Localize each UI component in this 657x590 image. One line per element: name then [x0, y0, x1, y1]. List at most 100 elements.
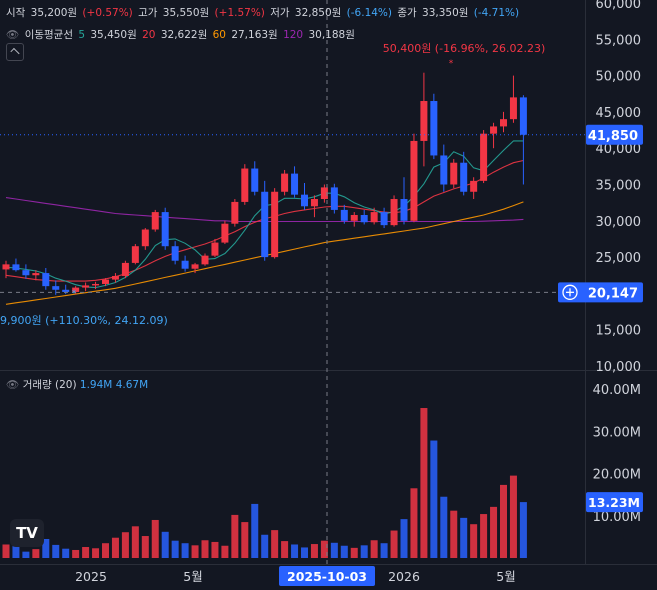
volume-bar: [211, 541, 219, 558]
price-tick-label: 55,000: [596, 33, 642, 48]
candle-body: [151, 212, 159, 230]
ma120-period: 120: [283, 29, 304, 41]
candle-body: [460, 162, 468, 192]
candle-body: [519, 97, 527, 135]
ma-legend[interactable]: 👁︎ 이동평균선 5 35,450원 20 32,622원 60 27,163원…: [6, 27, 357, 42]
open-change: (+0.57%): [82, 7, 133, 19]
low-annotation: 9,900원 (+110.30%, 24.12.09): [0, 314, 168, 327]
current-price-label: 41,850: [588, 129, 638, 144]
overlay: 50,400원 (-16.96%, 26.02.23) * * 9,900원 (+11…: [0, 0, 585, 564]
volume-bar: [301, 547, 308, 558]
candle-body: [320, 187, 328, 200]
current-volume-label: 13.23M: [588, 495, 640, 510]
candle-body: [430, 101, 438, 156]
collapse-legend-button[interactable]: [6, 43, 24, 61]
candle-body: [310, 199, 318, 207]
volume-bar: [340, 545, 348, 558]
open-value: 35,200원: [30, 7, 78, 19]
volume-bar: [271, 530, 279, 558]
volume-legend[interactable]: 👁︎ 거래량 (20) 1.94M 4.67M: [6, 377, 148, 392]
close-change: (-4.71%): [473, 7, 520, 19]
candle-body: [2, 264, 10, 270]
volume-bar: [350, 547, 358, 558]
eye-off-icon[interactable]: 👁︎: [6, 379, 20, 391]
ma20-value: 32,622원: [160, 29, 208, 41]
close-value: 33,350원: [422, 7, 469, 19]
volume-bar: [310, 544, 318, 558]
candle-body: [370, 212, 378, 223]
axes: 60,000 55,000 50,000 45,000 40,000 35,000 30,0…: [75, 0, 643, 586]
candle-body: [500, 119, 507, 127]
candle-body: [181, 260, 189, 269]
candle-body: [509, 97, 517, 120]
open-label: 시작: [6, 7, 26, 19]
candle-body: [72, 287, 80, 292]
volume-bar: [380, 543, 388, 558]
current-volume-box: [586, 492, 643, 513]
crosshair-price-box: [558, 282, 643, 303]
candle-body: [490, 126, 498, 134]
candle-body: [470, 180, 478, 192]
high-change: (+1.57%): [214, 7, 265, 19]
candle-body: [410, 140, 418, 221]
ohlc-legend: 시작 35,200원 (+0.57%) 고가 35,550원 (+1.57%) …: [6, 5, 521, 20]
candle-body: [301, 194, 308, 207]
candle-body: [231, 201, 239, 224]
candle-body: [271, 191, 279, 258]
volume-bar: [251, 503, 259, 558]
candle-body: [12, 264, 20, 271]
volume-bar: [509, 475, 517, 558]
volume-bar: [12, 546, 20, 558]
eye-off-icon[interactable]: 👁︎: [6, 29, 20, 41]
volume-bar: [519, 502, 527, 558]
ma-title: 이동평균선: [24, 29, 73, 41]
ma60-period: 60: [212, 29, 226, 41]
volume-title: 거래량 (20): [22, 379, 77, 391]
volume-bar: [52, 544, 60, 558]
candle-body: [440, 155, 448, 185]
candle-body: [171, 246, 179, 261]
candle-body: [52, 286, 60, 290]
candle-body: [420, 101, 428, 141]
high-annotation: 50,400원 (-16.96%, 26.02.23): [383, 42, 546, 55]
volume-bar: [440, 496, 448, 558]
volume-bar: [191, 545, 199, 558]
high-marker: *: [449, 59, 454, 69]
volume-bar: [151, 519, 159, 558]
high-value: 35,550원: [162, 7, 210, 19]
volume-bar: [62, 548, 70, 558]
volume-bar: [410, 488, 418, 558]
volume-bar: [141, 536, 149, 558]
time-tick-label: 2025: [75, 569, 107, 584]
crosshair-time-box: [279, 566, 375, 586]
ma5-value: 35,450원: [90, 29, 137, 41]
candle-body: [121, 262, 129, 276]
volume-bar: [121, 532, 129, 558]
volume-bar: [460, 517, 468, 558]
price-tick-label: 25,000: [596, 251, 642, 266]
volume-bar: [400, 519, 408, 558]
candlesticks: [2, 72, 527, 295]
volume-bar: [241, 522, 249, 558]
volume-bar: [320, 540, 328, 558]
candle-body: [102, 279, 109, 284]
price-tick-label: 40,000: [596, 142, 642, 157]
candle-body: [350, 214, 358, 221]
candle-body: [400, 199, 408, 221]
ma20-period: 20: [142, 29, 156, 41]
candle-body: [340, 209, 348, 221]
volume-bar: [171, 540, 179, 558]
volume-bar: [161, 531, 169, 558]
candle-body: [161, 212, 169, 247]
candle-body: [211, 242, 219, 256]
tradingview-logo[interactable]: TV: [10, 519, 44, 547]
candle-body: [92, 283, 100, 286]
volume-bar: [360, 545, 368, 558]
volume-tick-label: 40.00M: [593, 383, 641, 398]
volume-bar: [72, 549, 80, 558]
low-value: 32,850원: [294, 7, 342, 19]
candle-body: [390, 199, 398, 226]
volume-bar: [390, 530, 398, 558]
volume-bar: [480, 514, 488, 558]
